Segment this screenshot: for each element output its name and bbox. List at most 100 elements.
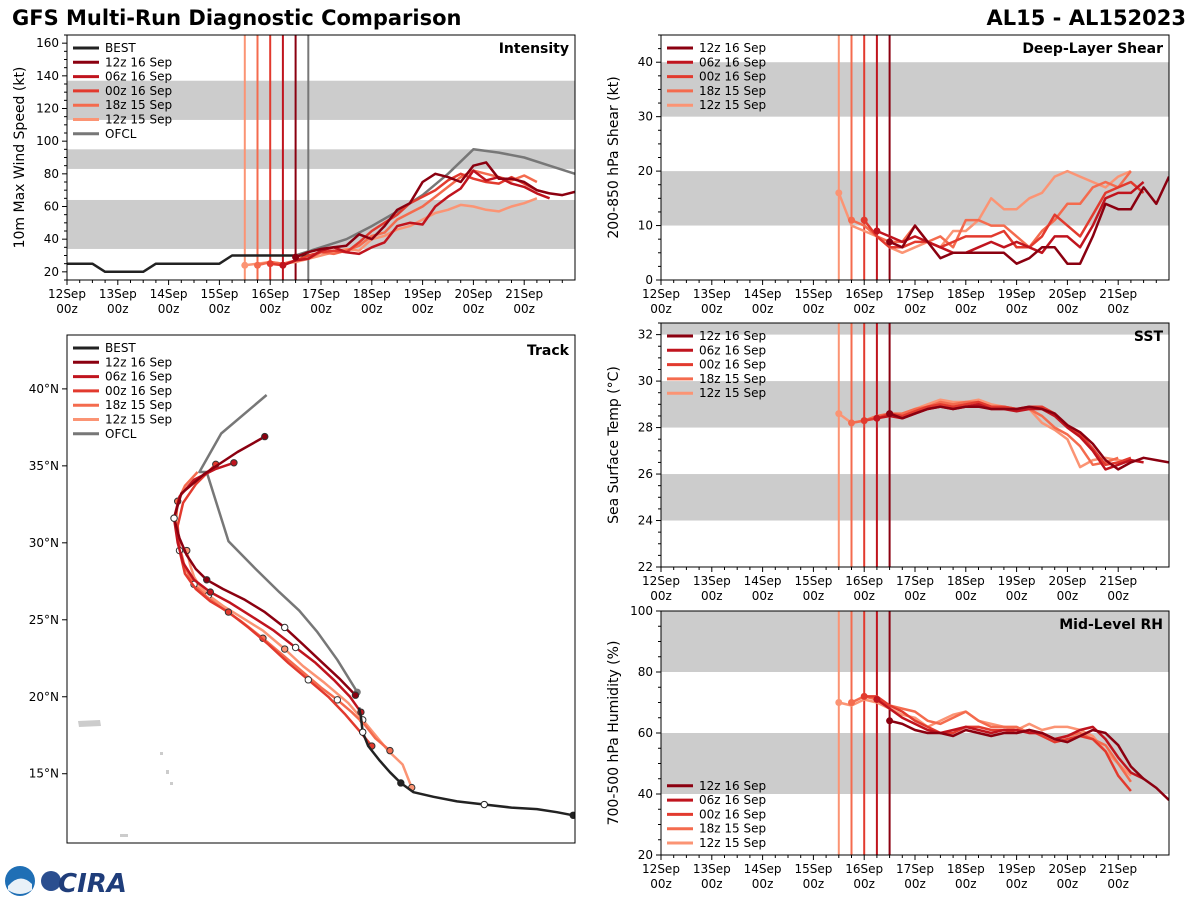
shear-xtick-label-2: 14Sep 00z [744,287,782,316]
track-series-ofcl [198,394,359,693]
shear-xtick-label-line: 20Sep [1048,287,1086,301]
track-point-06z-16-sep [230,459,238,467]
shear-xtick-label-line: 00z [904,302,926,316]
track-legend-label-00z-16-sep: 00z 16 Sep [105,384,172,398]
track-legend-label-12z-16-sep: 12z 16 Sep [105,355,172,369]
sst-ytick-label-24: 24 [638,514,653,528]
intensity-xtick-label-line: 00z [412,302,434,316]
sst-title: SST [1134,329,1164,345]
shear-ytick-label-10: 10 [638,219,653,233]
intensity-xtick-label-6: 18Sep 00z [353,287,391,316]
intensity-ytick-label-80: 80 [44,167,59,181]
intensity-xtick-label-line: 13Sep [99,287,137,301]
intensity-xtick-label-line: 00z [361,302,383,316]
sst-xtick-label-line: 19Sep [998,574,1036,588]
shear-legend-label-00z-16-sep: 00z 16 Sep [699,70,766,84]
rh-init-point-18z-15-sep [848,699,855,706]
shear-legend-label-12z-15-sep: 12z 15 Sep [699,98,766,112]
rh-xtick-label-0: 12Sep 00z [642,862,680,891]
track-lat-label-30: 30°N [29,536,59,550]
rh-init-point-06z-16-sep [873,695,881,703]
rh-series-12z-16-sep [889,719,1169,802]
sst-init-point-12z-16-sep [886,410,894,418]
intensity-xtick-label-0: 12Sep 00z [48,287,86,316]
intensity-xtick-label-line: 00z [56,302,78,316]
shear-init-point-00z-16-sep [860,216,868,224]
rh-legend-label-12z-15-sep: 12z 15 Sep [699,836,766,850]
track-lat-label-40: 40°N [29,382,59,396]
rh-xtick-label-line: 15Sep [794,862,832,876]
sst-xtick-label-line: 13Sep [693,574,731,588]
rh-band-1 [661,611,1169,672]
rh-xtick-label-line: 00z [803,877,825,891]
intensity-ytick-label-20: 20 [44,265,59,279]
page-title: GFS Multi-Run Diagnostic Comparison [12,6,462,30]
shear-xtick-label-line: 16Sep [845,287,883,301]
rh-xtick-label-line: 19Sep [998,862,1036,876]
intensity-legend-label-06z-16-sep: 06z 16 Sep [105,70,172,84]
shear-xtick-label-line: 00z [650,302,672,316]
intensity-xtick-label-9: 21Sep 00z [505,287,543,316]
sst-legend-label-06z-16-sep: 06z 16 Sep [699,343,766,357]
rh-init-point-00z-16-sep [860,692,868,700]
shear-xtick-label-5: 17Sep 00z [896,287,934,316]
shear-init-point-06z-16-sep [873,227,881,235]
rh-xtick-label-line: 18Sep [947,862,985,876]
sst-init-point-06z-16-sep [873,414,881,422]
sst-ytick-label-32: 32 [638,328,653,342]
track-series-best [357,707,574,817]
shear-xtick-label-line: 13Sep [693,287,731,301]
sst-xtick-label-line: 18Sep [947,574,985,588]
intensity-xtick-label-line: 12Sep [48,287,86,301]
intensity-series-best [67,254,309,274]
rh-xtick-label-line: 00z [701,877,723,891]
shear-ytick-label-20: 20 [638,164,653,178]
track-point-00z-16-sep [304,676,312,684]
shear-xtick-label-line: 15Sep [794,287,832,301]
intensity-init-point-00z-16-sep [266,260,274,268]
intensity-legend-label-00z-16-sep: 00z 16 Sep [105,84,172,98]
intensity-xtick-label-8: 20Sep 00z [454,287,492,316]
shear-ytick-label-40: 40 [638,55,653,69]
intensity-xtick-label-line: 00z [463,302,485,316]
shear-band-1 [661,62,1169,117]
sst-xtick-label-0: 12Sep 00z [642,574,680,603]
shear-legend-label-12z-16-sep: 12z 16 Sep [699,41,766,55]
noaa-wave-icon [8,878,32,894]
rh-plot-area [661,611,1169,855]
rh-xtick-label-9: 21Sep 00z [1099,862,1137,891]
sst-xtick-label-7: 19Sep 00z [998,574,1036,603]
sst-xtick-label-1: 13Sep 00z [693,574,731,603]
sst-xtick-label-line: 20Sep [1048,574,1086,588]
sst-xtick-label-line: 00z [752,589,774,603]
intensity-xtick-label-line: 19Sep [404,287,442,301]
sst-xtick-label-2: 14Sep 00z [744,574,782,603]
track-title: Track [527,343,570,359]
track-point-best [359,728,367,736]
sst-band-0 [661,474,1169,521]
sst-legend-label-12z-16-sep: 12z 16 Sep [699,329,766,343]
sst-xtick-label-line: 00z [1006,589,1028,603]
sst-xtick-label-3: 15Sep 00z [794,574,832,603]
rh-ylabel: 700-500 hPa Humidity (%) [606,641,622,826]
shear-xtick-label-line: 00z [1057,302,1079,316]
track-point-06z-16-sep [291,643,300,652]
rh-xtick-label-line: 12Sep [642,862,680,876]
track-legend-label-06z-16-sep: 06z 16 Sep [105,370,172,384]
sst-xtick-label-line: 15Sep [794,574,832,588]
rh-ytick-label-60: 60 [638,726,653,740]
rh-xtick-label-line: 00z [1107,877,1129,891]
sst-xtick-label-line: 00z [955,589,977,603]
intensity-init-point-12z-15-sep [241,261,249,269]
shear-xtick-label-line: 00z [803,302,825,316]
intensity-ytick-label-120: 120 [36,102,59,116]
rh-legend-label-06z-16-sep: 06z 16 Sep [699,793,766,807]
rh-xtick-label-line: 00z [955,877,977,891]
sst-xtick-label-5: 17Sep 00z [896,574,934,603]
intensity-legend-label-best: BEST [105,41,136,55]
rh-xtick-label-line: 00z [650,877,672,891]
shear-xtick-label-1: 13Sep 00z [693,287,731,316]
